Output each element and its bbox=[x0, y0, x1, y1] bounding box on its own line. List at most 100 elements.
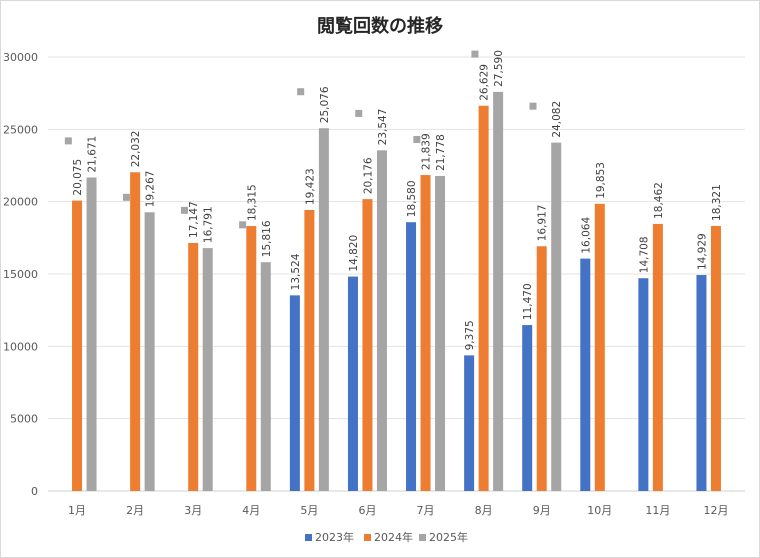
data-label: 26,629 bbox=[479, 64, 491, 101]
data-label: 22,032 bbox=[130, 131, 142, 168]
y-tick-label: 20000 bbox=[3, 196, 38, 209]
legend: 2023年 2024年 2025年 bbox=[305, 530, 468, 544]
x-tick-label: 2月 bbox=[126, 504, 144, 517]
legend-label: 2024年 bbox=[374, 530, 413, 544]
data-label: 14,708 bbox=[638, 236, 650, 273]
y-tick-label: 10000 bbox=[3, 340, 38, 353]
legend-swatch bbox=[364, 534, 371, 541]
legend-label: 2025年 bbox=[429, 530, 468, 544]
data-label: 18,321 bbox=[711, 184, 723, 221]
marker bbox=[529, 102, 537, 110]
bar bbox=[188, 242, 199, 491]
data-label: 14,820 bbox=[348, 235, 360, 272]
x-tick-label: 10月 bbox=[587, 504, 612, 517]
bar bbox=[435, 175, 446, 491]
marker bbox=[355, 109, 363, 117]
bar bbox=[318, 128, 329, 491]
data-label: 18,580 bbox=[406, 180, 418, 217]
data-label: 20,176 bbox=[362, 157, 374, 194]
y-tick-label: 5000 bbox=[10, 413, 38, 426]
data-label: 21,671 bbox=[87, 136, 99, 173]
data-labels: 13,524 14,820 18,580 9,375 11,470 16,064 14,70… bbox=[72, 50, 723, 350]
data-label: 19,853 bbox=[595, 162, 607, 199]
data-label: 21,839 bbox=[421, 133, 433, 170]
data-label: 17,147 bbox=[188, 201, 200, 238]
bar bbox=[289, 295, 300, 491]
chart-title: 閲覧回数の推移 bbox=[317, 15, 443, 37]
marker bbox=[471, 50, 479, 58]
legend-swatch bbox=[419, 534, 426, 541]
bar bbox=[86, 177, 97, 492]
bar bbox=[72, 200, 83, 491]
data-label: 23,547 bbox=[377, 109, 389, 146]
marker bbox=[297, 88, 305, 96]
bar bbox=[362, 199, 373, 491]
gridlines bbox=[48, 56, 745, 492]
data-label: 16,791 bbox=[203, 206, 215, 243]
bar bbox=[130, 172, 141, 492]
x-tick-label: 9月 bbox=[533, 504, 551, 517]
x-tick-label: 3月 bbox=[184, 504, 202, 517]
bar bbox=[522, 325, 533, 491]
x-tick-label: 1月 bbox=[68, 504, 86, 517]
bar bbox=[144, 212, 155, 491]
data-label: 16,064 bbox=[580, 217, 592, 254]
x-tick-label: 5月 bbox=[300, 504, 318, 517]
bar bbox=[246, 226, 257, 491]
bar bbox=[376, 150, 387, 491]
bar bbox=[536, 246, 547, 491]
y-tick-label: 30000 bbox=[3, 51, 38, 64]
y-tick-label: 0 bbox=[31, 485, 38, 498]
data-label: 21,778 bbox=[435, 134, 447, 171]
markers bbox=[64, 50, 537, 229]
data-label: 19,267 bbox=[145, 171, 157, 208]
bars bbox=[72, 91, 721, 492]
bar bbox=[478, 105, 489, 491]
y-tick-label: 15000 bbox=[3, 268, 38, 281]
data-label: 18,315 bbox=[246, 184, 258, 221]
data-label: 27,590 bbox=[493, 50, 505, 87]
bar bbox=[347, 276, 358, 491]
data-label: 24,082 bbox=[551, 101, 563, 138]
y-tick-label: 25000 bbox=[3, 123, 38, 136]
data-label: 20,075 bbox=[72, 159, 84, 196]
marker bbox=[413, 135, 421, 143]
bar bbox=[202, 248, 213, 491]
marker bbox=[181, 206, 189, 214]
bar bbox=[304, 210, 315, 492]
bar bbox=[638, 278, 649, 491]
data-label: 25,076 bbox=[319, 86, 331, 123]
legend-label: 2023年 bbox=[315, 530, 354, 544]
bar bbox=[652, 223, 663, 492]
bar bbox=[406, 222, 417, 491]
x-tick-label: 11月 bbox=[645, 504, 670, 517]
data-label: 13,524 bbox=[290, 253, 302, 290]
bar bbox=[493, 91, 504, 491]
marker bbox=[122, 193, 130, 201]
bar bbox=[710, 225, 721, 491]
x-tick-label: 8月 bbox=[475, 504, 493, 517]
marker bbox=[64, 137, 72, 145]
bar bbox=[696, 275, 707, 491]
x-tick-label: 6月 bbox=[358, 504, 376, 517]
data-label: 19,423 bbox=[304, 168, 316, 205]
x-tick-label: 7月 bbox=[417, 504, 435, 517]
x-tick-label: 4月 bbox=[242, 504, 260, 517]
data-label: 15,816 bbox=[261, 220, 273, 257]
marker bbox=[239, 221, 247, 229]
x-tick-label: 12月 bbox=[703, 504, 728, 517]
data-label: 14,929 bbox=[696, 233, 708, 270]
bar bbox=[464, 355, 475, 491]
bar bbox=[594, 203, 605, 491]
bar bbox=[551, 142, 562, 491]
data-label: 16,917 bbox=[537, 205, 549, 242]
data-label: 11,470 bbox=[522, 283, 534, 320]
bar bbox=[580, 258, 591, 491]
axis-labels: 0 5000 10000 15000 20000 25000 30000 1月 2月 3月 4月 5月… bbox=[3, 51, 728, 517]
bar bbox=[260, 262, 271, 491]
data-label: 18,462 bbox=[653, 182, 665, 219]
bar bbox=[420, 175, 431, 491]
legend-swatch bbox=[305, 534, 312, 541]
data-label: 9,375 bbox=[464, 320, 476, 350]
